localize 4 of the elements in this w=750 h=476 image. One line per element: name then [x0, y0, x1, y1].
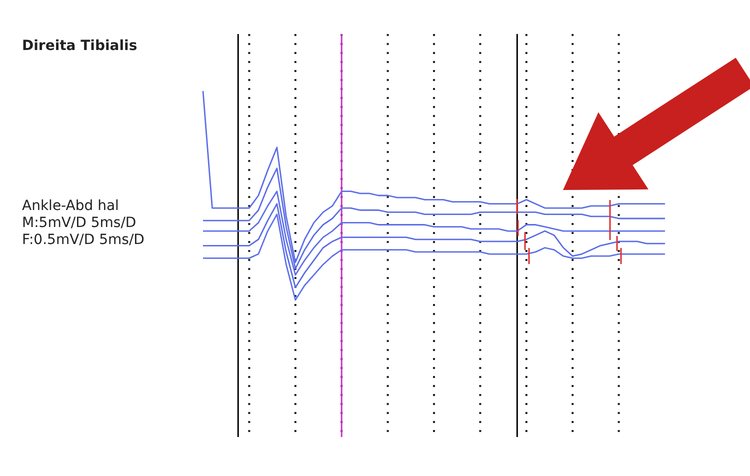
text: M:5mV/D 5ms/D [22, 215, 136, 231]
text: F:0.5mV/D 5ms/D [22, 232, 144, 248]
text: Ankle-Abd hal [22, 198, 119, 214]
text: Direita Tibialis [22, 38, 138, 54]
